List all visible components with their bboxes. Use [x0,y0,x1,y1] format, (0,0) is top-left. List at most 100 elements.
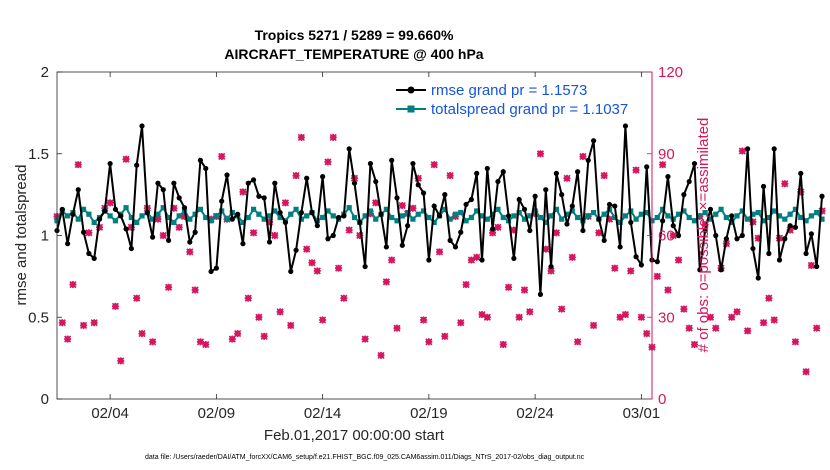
rmse-point [670,223,676,229]
rmse-point [484,165,490,172]
totalspread-point [245,214,251,221]
obs-possible-marker [75,161,82,168]
obs-possible-marker [298,134,305,141]
obs-possible-marker [138,330,146,337]
obs-possible-marker [229,335,236,343]
obs-possible-marker [59,319,66,326]
rmse-point [362,263,368,270]
totalspread-point [474,208,480,214]
rmse-point [442,192,448,198]
totalspread-point [330,213,336,219]
totalspread-point [128,214,134,221]
rmse-point [436,213,443,219]
rmse-point [612,203,618,209]
obs-possible-marker [335,265,342,272]
totalspread-point [707,216,714,222]
obs-possible-marker [792,338,799,345]
rmse-point [96,216,103,222]
totalspread-point [405,210,411,216]
totalspread-point [431,219,437,226]
obs-possible-marker [686,325,693,332]
rmse-point [660,218,666,224]
rmse-point [729,213,735,219]
obs-possible-marker [441,333,448,340]
rmse-point [463,201,469,208]
totalspread-point [320,214,326,221]
y-tick-label-right: 60 [658,228,675,245]
rmse-point [447,237,453,244]
obs-possible-marker [340,295,347,302]
totalspread-point [250,206,257,212]
rmse-point [378,211,384,217]
rmse-point [80,229,87,235]
rmse-point [479,257,485,263]
rmse-point [452,244,459,250]
rmse-point [192,229,198,235]
totalspread-point [165,214,172,221]
rmse-point [219,198,225,204]
obs-possible-marker [569,254,576,261]
rmse-point [776,257,783,263]
rmse-point [420,190,427,196]
obs-possible-marker [202,341,209,348]
totalspread-point [617,219,623,226]
obs-possible-marker [255,314,262,321]
totalspread-point [782,216,788,222]
totalspread-point [819,216,825,222]
rmse-point [320,174,326,180]
rmse-point [261,195,267,201]
obs-possible-marker [579,153,586,160]
totalspread-point [622,213,629,219]
obs-possible-marker [319,316,326,324]
totalspread-point [734,213,740,219]
obs-possible-marker [691,341,698,348]
obs-possible-marker [117,357,124,364]
rmse-point [431,203,437,209]
rmse-point [702,227,708,234]
obs-possible-marker [712,325,719,332]
rmse-point [596,216,602,222]
totalspread-point [750,211,756,217]
obs-possible-marker [383,278,390,285]
rmse-point [107,160,113,167]
obs-possible-marker [399,202,406,209]
rmse-point [112,206,119,212]
rmse-point [341,213,347,219]
rmse-point [755,275,761,281]
totalspread-point [139,213,145,219]
rmse-point [553,170,559,176]
totalspread-point [134,219,140,226]
obs-possible-marker [643,330,650,337]
totalspread-point [442,206,448,212]
totalspread-point [367,208,374,214]
obs-possible-marker [617,314,624,321]
totalspread-point [739,208,745,214]
obs-possible-marker [388,256,395,264]
obs-possible-marker [813,325,820,332]
obs-possible-marker [356,232,363,239]
rmse-point [686,178,692,185]
rmse-point [505,213,512,219]
obs-possible-marker [378,352,385,359]
rmse-point [734,236,740,242]
obs-possible-marker [638,314,645,321]
obs-possible-marker [234,330,241,337]
rmse-point [118,213,124,219]
rmse-point [399,242,405,248]
obs-possible-marker [250,229,257,236]
rmse-point [585,157,591,163]
rmse-point [123,226,129,232]
totalspread-point [293,206,299,212]
legend-box [388,80,650,120]
rmse-point [394,195,400,201]
totalspread-point [160,205,166,211]
obs-possible-marker [91,319,98,326]
totalspread-point [468,214,474,221]
rmse-point [500,169,506,175]
obs-possible-marker [457,319,464,326]
obs-possible-marker [537,150,544,157]
rmse-point [203,165,209,172]
y-tick-label-left: 1.5 [28,146,49,163]
rmse-point [415,182,421,188]
